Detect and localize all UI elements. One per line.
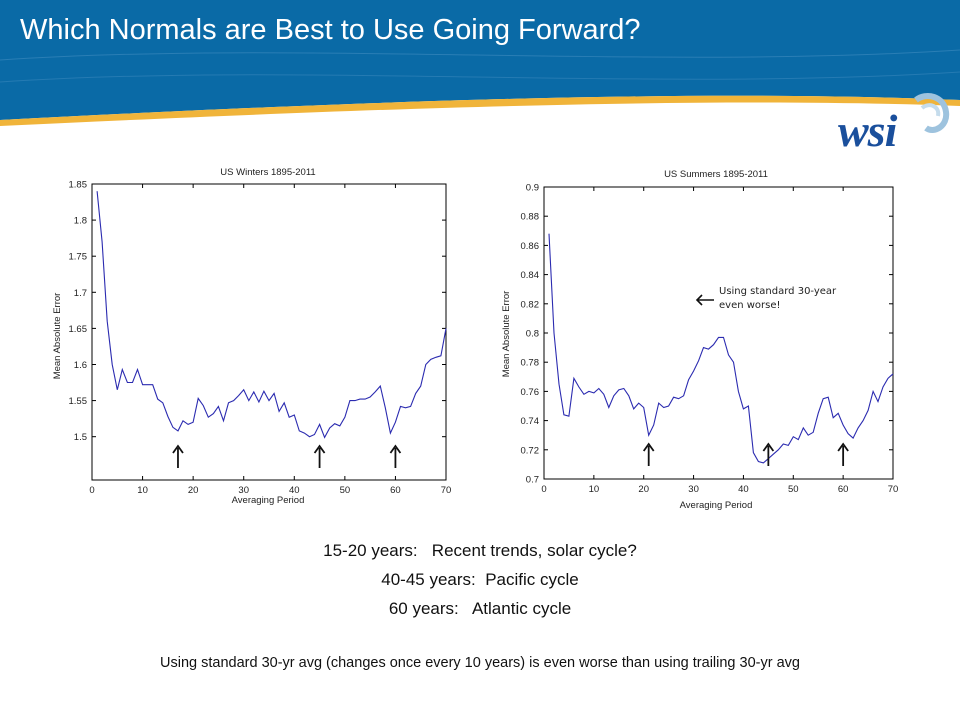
- y-tick-label: 0.84: [521, 270, 540, 281]
- bullet-solar-cycle: 15-20 years: Recent trends, solar cycle?: [323, 541, 637, 560]
- plot-area: 0 10 20 30 40 50 60 70 1.5 1.55 1.6 1.65 1.7 1.75 1.8 1…: [69, 180, 452, 497]
- y-axis-label: Mean Absolute Error: [52, 293, 63, 380]
- up-arrow-icon: [172, 444, 184, 468]
- x-tick-label: 40: [289, 485, 300, 496]
- chart-title: US Summers 1895-2011: [664, 169, 768, 180]
- annotation-line-1: Using standard 30-year: [719, 286, 837, 297]
- y-axis-label: Mean Absolute Error: [501, 291, 512, 378]
- x-tick-label: 0: [89, 485, 94, 496]
- y-tick-label: 1.65: [69, 324, 88, 335]
- annotation-arrow-icon: [695, 294, 714, 306]
- up-arrow-icon: [762, 442, 775, 466]
- plot-frame: [91, 183, 447, 481]
- y-tick-label: 1.7: [74, 288, 87, 299]
- y-tick-label: 0.82: [521, 299, 540, 310]
- up-arrow-icon: [313, 444, 326, 468]
- series-line: [548, 233, 894, 464]
- up-arrow-icon: [642, 442, 655, 466]
- x-tick-label: 60: [838, 484, 849, 495]
- y-tick-label: 0.9: [526, 183, 539, 194]
- x-tick-label: 50: [788, 484, 799, 495]
- summers-chart: US Summers 1895-2011 Averaging Period Me…: [494, 160, 910, 510]
- x-tick-label: 70: [888, 484, 899, 495]
- plot-background: [494, 160, 910, 510]
- winters-chart: US Winters 1895-2011 Averaging Period Me…: [46, 160, 460, 510]
- bullet-pacific-cycle: 40-45 years: Pacific cycle: [381, 570, 579, 589]
- y-tick-label: 1.85: [69, 180, 88, 191]
- x-axis-label: Averaging Period: [232, 495, 305, 506]
- y-tick-label: 0.86: [521, 241, 540, 252]
- footnote: Using standard 30-yr avg (changes once e…: [160, 655, 800, 671]
- x-tick-label: 60: [390, 485, 401, 496]
- y-tick-label: 0.76: [521, 387, 540, 398]
- x-tick-label: 10: [589, 484, 600, 495]
- bullet-atlantic-cycle: 60 years: Atlantic cycle: [388, 599, 572, 618]
- x-tick-label: 40: [738, 484, 749, 495]
- x-tick-label: 10: [137, 485, 148, 496]
- wsi-swirl-logo-icon: [914, 93, 950, 133]
- y-tick-label: 1.8: [74, 216, 87, 227]
- x-tick-label: 50: [340, 485, 351, 496]
- header-banner: [0, 0, 960, 126]
- x-tick-label: 20: [638, 484, 649, 495]
- y-tick-label: 0.8: [526, 329, 539, 340]
- x-tick-label: 20: [188, 485, 199, 496]
- logo-wordmark: wsi: [838, 105, 897, 156]
- y-tick-label: 1.55: [69, 396, 88, 407]
- y-tick-label: 1.6: [74, 360, 87, 371]
- x-tick-label: 30: [688, 484, 699, 495]
- up-arrow-icon: [389, 444, 402, 468]
- y-tick-label: 1.5: [74, 432, 87, 443]
- wsi-logo: wsi: [834, 92, 950, 162]
- x-tick-label: 70: [441, 485, 452, 496]
- summer-annotation: Using standard 30-year even worse!: [719, 285, 836, 313]
- series-line: [96, 191, 447, 439]
- plot-area: 0 10 20 30 40 50 60 70 0.7 0.72 0.74 0.76 0.78 0.8 0.8…: [521, 183, 899, 496]
- y-tick-label: 0.74: [521, 416, 540, 427]
- y-tick-label: 0.78: [521, 358, 540, 369]
- y-tick-label: 1.75: [69, 252, 88, 263]
- plot-background: [46, 160, 460, 510]
- annotation-line-2: even worse!: [719, 300, 781, 311]
- chart-title: US Winters 1895-2011: [220, 167, 315, 178]
- y-tick-label: 0.88: [521, 212, 540, 223]
- y-tick-label: 0.72: [521, 445, 540, 456]
- x-tick-label: 30: [238, 485, 249, 496]
- page-title: Which Normals are Best to Use Going Forw…: [20, 14, 641, 46]
- y-tick-label: 0.7: [526, 475, 539, 486]
- x-tick-label: 0: [541, 484, 546, 495]
- up-arrow-icon: [837, 442, 849, 466]
- x-axis-label: Averaging Period: [680, 500, 753, 510]
